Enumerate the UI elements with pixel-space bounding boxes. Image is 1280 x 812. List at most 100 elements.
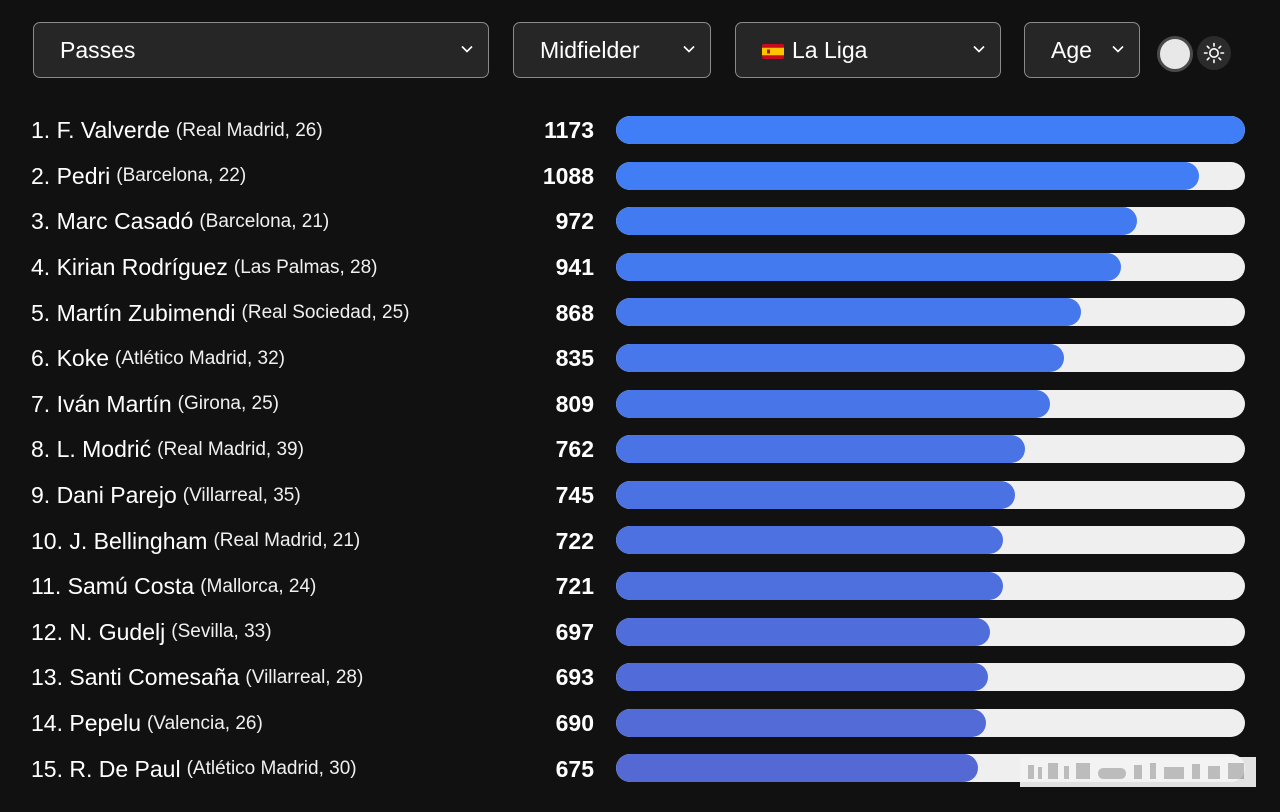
filter-bar: Passes Midfielder La Liga Age [0, 22, 1280, 80]
player-value: 675 [555, 755, 594, 782]
player-label: 3. Marc Casadó (Barcelona, 21) [31, 199, 329, 245]
bar-fill [616, 389, 1050, 418]
player-name: 1. F. Valverde [31, 117, 170, 144]
player-row: 4. Kirian Rodríguez (Las Palmas, 28) 941 [0, 245, 1280, 291]
player-club-age: (Barcelona, 22) [116, 165, 247, 187]
sort-select-value: Age [1051, 36, 1092, 63]
theme-toggle[interactable] [1157, 36, 1193, 72]
player-row: 11. Samú Costa (Mallorca, 24) 721 [0, 564, 1280, 610]
bar-track [616, 708, 1245, 737]
player-label: 5. Martín Zubimendi (Real Sociedad, 25) [31, 290, 409, 336]
player-row: 3. Marc Casadó (Barcelona, 21) 972 [0, 199, 1280, 245]
player-value: 762 [555, 436, 594, 463]
bar-fill [616, 663, 988, 692]
bar-fill [616, 298, 1082, 327]
player-club-age: (Real Madrid, 39) [157, 438, 304, 460]
player-club-age: (Real Madrid, 21) [213, 530, 361, 552]
bar-track [616, 207, 1245, 236]
sort-select[interactable]: Age [1024, 22, 1140, 78]
player-value: 693 [555, 664, 594, 691]
player-club-age: (Girona, 25) [177, 393, 279, 415]
position-select-value: Midfielder [540, 36, 640, 63]
player-name: 14. Pepelu [31, 710, 141, 737]
player-label: 4. Kirian Rodríguez (Las Palmas, 28) [31, 245, 378, 291]
player-value: 835 [555, 345, 594, 372]
chevron-down-icon [461, 45, 473, 53]
player-label: 7. Iván Martín (Girona, 25) [31, 382, 279, 428]
player-label: 2. Pedri (Barcelona, 22) [31, 154, 246, 200]
player-row: 9. Dani Parejo (Villarreal, 35) 745 [0, 473, 1280, 519]
player-value: 809 [555, 390, 594, 417]
player-club-age: (Real Sociedad, 25) [241, 302, 410, 324]
league-select[interactable]: La Liga [735, 22, 1001, 78]
player-value: 697 [555, 618, 594, 645]
player-label: 11. Samú Costa (Mallorca, 24) [31, 564, 316, 610]
player-value: 690 [555, 710, 594, 737]
sun-icon [1203, 42, 1225, 64]
theme-button[interactable] [1197, 36, 1231, 70]
player-name: 4. Kirian Rodríguez [31, 254, 228, 281]
player-value: 1173 [544, 117, 594, 144]
player-name: 6. Koke [31, 345, 109, 372]
player-row: 6. Koke (Atlético Madrid, 32) 835 [0, 336, 1280, 382]
bar-track [616, 617, 1245, 646]
player-club-age: (Villarreal, 35) [182, 484, 301, 506]
bar-fill [616, 754, 978, 783]
bar-fill [616, 252, 1121, 281]
metric-select-value: Passes [60, 36, 136, 63]
spain-flag-icon [762, 43, 784, 59]
metric-select[interactable]: Passes [33, 22, 489, 78]
player-club-age: (Villarreal, 28) [245, 666, 364, 688]
player-label: 14. Pepelu (Valencia, 26) [31, 701, 263, 747]
bar-fill [616, 526, 1004, 555]
bar-fill [616, 480, 1016, 509]
bar-track [616, 571, 1245, 600]
player-club-age: (Atlético Madrid, 32) [115, 347, 286, 369]
player-name: 9. Dani Parejo [31, 482, 177, 509]
position-select[interactable]: Midfielder [513, 22, 711, 78]
bar-track [616, 343, 1245, 372]
bar-track [616, 663, 1245, 692]
chevron-down-icon [1112, 45, 1124, 53]
bar-fill [616, 207, 1138, 236]
player-name: 7. Iván Martín [31, 390, 172, 417]
player-name: 2. Pedri [31, 162, 111, 189]
player-name: 3. Marc Casadó [31, 208, 194, 235]
chevron-down-icon [973, 45, 985, 53]
player-row: 1. F. Valverde (Real Madrid, 26) 1173 [0, 108, 1280, 154]
player-label: 12. N. Gudelj (Sevilla, 33) [31, 610, 272, 656]
player-value: 1088 [542, 162, 594, 189]
bar-track [616, 526, 1245, 555]
player-value: 941 [555, 254, 594, 281]
chevron-down-icon [683, 45, 695, 53]
bar-fill [616, 116, 1245, 144]
player-label: 13. Santi Comesaña (Villarreal, 28) [31, 655, 363, 701]
player-label: 15. R. De Paul (Atlético Madrid, 30) [31, 746, 357, 792]
bar-fill [616, 435, 1025, 464]
player-value: 972 [555, 208, 594, 235]
player-row: 5. Martín Zubimendi (Real Sociedad, 25) 86… [0, 290, 1280, 336]
player-label: 1. F. Valverde (Real Madrid, 26) [31, 108, 323, 154]
bar-track [616, 252, 1245, 281]
bar-fill [616, 161, 1200, 190]
player-name: 11. Samú Costa [31, 573, 195, 600]
player-ranking-list: 1. F. Valverde (Real Madrid, 26) 1173 2. Pe… [0, 108, 1280, 792]
player-name: 15. R. De Paul [31, 755, 181, 782]
player-row: 15. R. De Paul (Atlético Madrid, 30) 675 [0, 746, 1280, 792]
player-name: 8. L. Modrić [31, 436, 152, 463]
player-club-age: (Barcelona, 21) [199, 210, 330, 232]
bar-fill [616, 617, 990, 646]
player-club-age: (Valencia, 26) [146, 712, 263, 734]
player-name: 10. J. Bellingham [31, 527, 208, 554]
watermark-icon [1028, 763, 1244, 779]
bar-track [616, 298, 1245, 327]
league-select-value: La Liga [792, 36, 868, 63]
player-label: 9. Dani Parejo (Villarreal, 35) [31, 473, 301, 519]
bar-fill [616, 571, 1003, 600]
player-club-age: (Las Palmas, 28) [233, 256, 378, 278]
player-value: 745 [555, 482, 594, 509]
player-club-age: (Real Madrid, 26) [175, 119, 323, 141]
player-club-age: (Sevilla, 33) [171, 621, 272, 643]
player-label: 6. Koke (Atlético Madrid, 32) [31, 336, 285, 382]
player-row: 2. Pedri (Barcelona, 22) 1088 [0, 154, 1280, 200]
